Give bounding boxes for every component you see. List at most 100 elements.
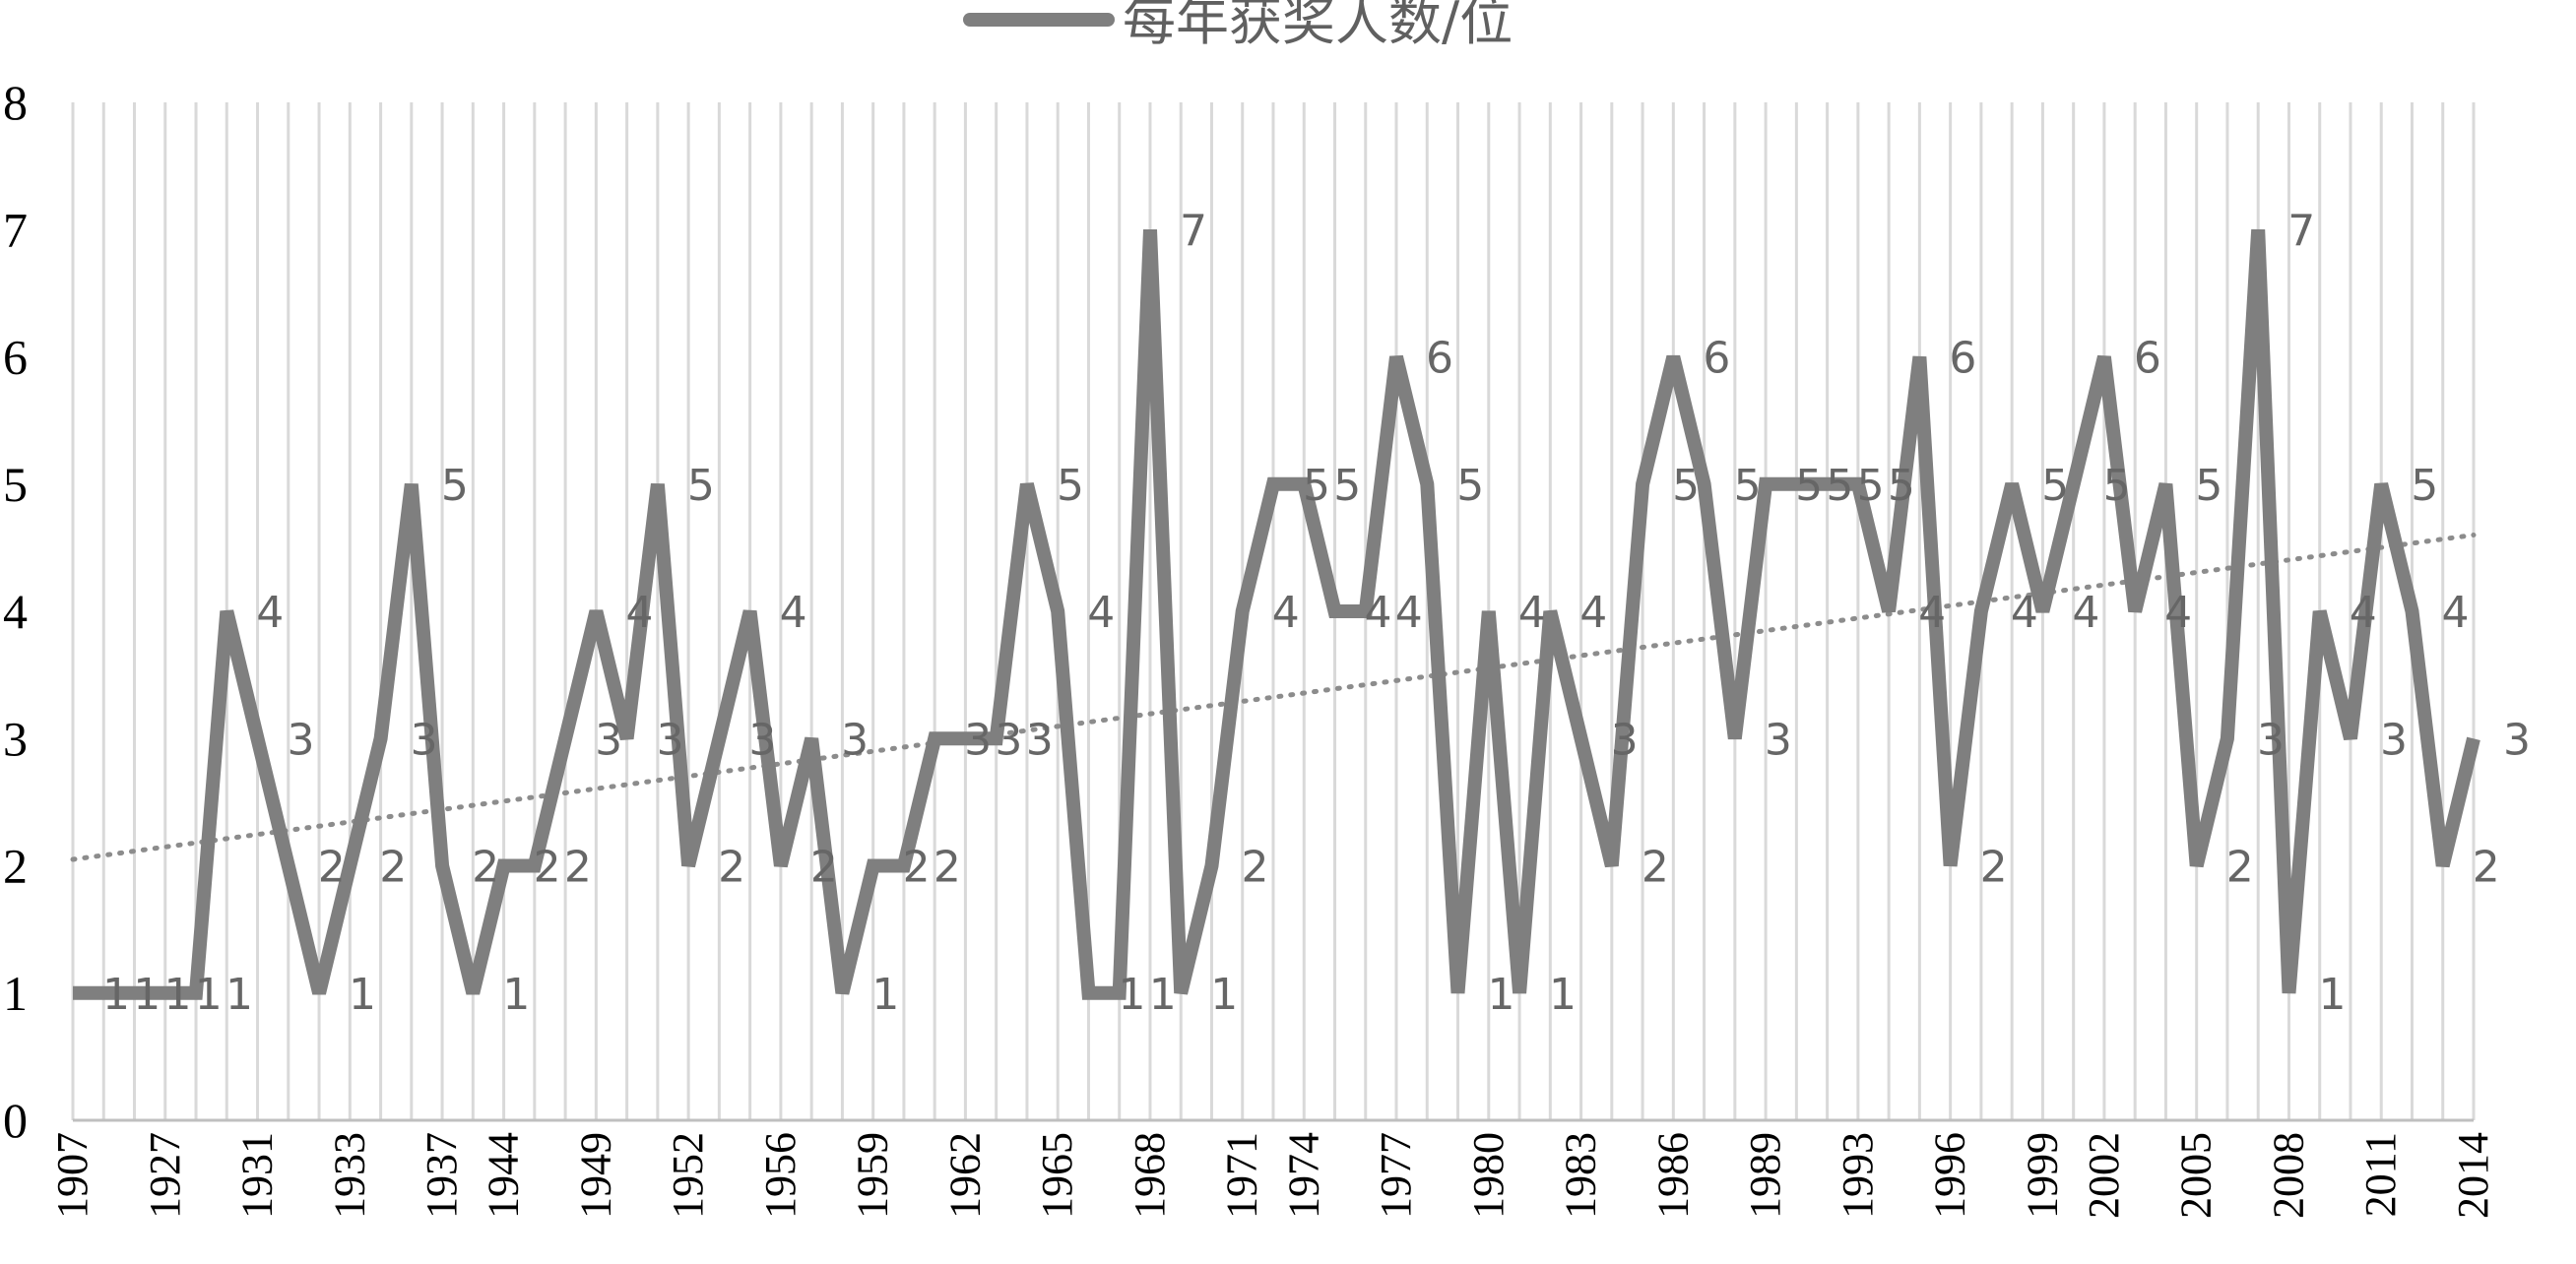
data-label: 4 (1918, 588, 1946, 638)
data-label: 1 (2318, 970, 2346, 1020)
x-tick-label: 2008 (2264, 1132, 2312, 1219)
data-label: 1 (871, 970, 899, 1020)
x-tick-label: 1977 (1372, 1132, 1420, 1219)
data-label: 5 (687, 461, 715, 511)
x-tick-label: 1927 (141, 1132, 189, 1219)
data-label: 4 (2441, 588, 2469, 638)
x-tick-label: 1949 (571, 1132, 619, 1219)
data-label: 2 (2226, 843, 2254, 893)
data-label: 1 (133, 970, 161, 1020)
x-tick-label: 1959 (849, 1132, 897, 1219)
x-tick-label: 2005 (2172, 1132, 2221, 1219)
data-label: 3 (1026, 715, 1054, 765)
y-tick-label: 4 (3, 584, 28, 639)
data-label: 5 (1734, 461, 1762, 511)
data-label: 1 (1118, 970, 1145, 1020)
data-label: 2 (472, 843, 499, 893)
y-tick-label: 0 (3, 1093, 28, 1148)
data-label: 1 (349, 970, 376, 1020)
series-line (73, 228, 2480, 1000)
data-label: 2 (2473, 843, 2500, 893)
data-label: 1 (1149, 970, 1177, 1020)
x-tick-label: 2002 (2080, 1132, 2128, 1219)
data-label: 1 (1488, 970, 1515, 1020)
data-label: 2 (718, 843, 745, 893)
data-label: 4 (256, 588, 284, 638)
data-label: 4 (1395, 588, 1423, 638)
data-label: 5 (1057, 461, 1084, 511)
x-tick-label: 2011 (2356, 1132, 2405, 1217)
x-tick-label: 1980 (1464, 1132, 1513, 1219)
data-label: 6 (1703, 334, 1730, 384)
data-label: 3 (964, 715, 992, 765)
x-tick-label: 1933 (325, 1132, 373, 1219)
data-label: 2 (934, 843, 961, 893)
y-tick-label: 1 (3, 966, 28, 1021)
data-label: 2 (903, 843, 931, 893)
data-label: 5 (1795, 461, 1823, 511)
x-tick-label: 1952 (664, 1132, 712, 1219)
data-label: 7 (2287, 206, 2315, 256)
data-label: 4 (2350, 588, 2377, 638)
data-label: 3 (748, 715, 776, 765)
data-label: 3 (2380, 715, 2408, 765)
x-tick-label: 1944 (480, 1132, 528, 1219)
data-label: 5 (1672, 461, 1700, 511)
x-tick-label: 1999 (2018, 1132, 2066, 1219)
data-label: 4 (1365, 588, 1392, 638)
data-label: 2 (534, 843, 561, 893)
data-label: 2 (564, 843, 592, 893)
data-label: 4 (625, 588, 653, 638)
data-label: 4 (2072, 588, 2099, 638)
data-label: 5 (1888, 461, 1915, 511)
x-tick-label: 1986 (1648, 1132, 1697, 1219)
data-label: 4 (1518, 588, 1546, 638)
data-label: 5 (1857, 461, 1885, 511)
data-label: 3 (2503, 715, 2531, 765)
data-label: 5 (1456, 461, 1484, 511)
x-axis-tick-labels: 1907 1927 1931 1933 1937 1944 1949 1952 1956 1959… (48, 1132, 2497, 1219)
x-tick-label: 1965 (1033, 1132, 1081, 1219)
data-label: 5 (1303, 461, 1330, 511)
data-label: 2 (1241, 843, 1268, 893)
y-tick-label: 8 (3, 75, 28, 130)
trendline-line (70, 532, 2477, 862)
data-label: 6 (1426, 334, 1453, 384)
y-tick-label: 3 (3, 711, 28, 766)
data-label: 5 (441, 461, 469, 511)
x-tick-label: 1993 (1834, 1132, 1882, 1219)
x-tick-label: 1962 (940, 1132, 989, 1219)
data-label: 4 (1272, 588, 1300, 638)
data-label: 3 (595, 715, 622, 765)
x-tick-label: 2014 (2449, 1132, 2497, 1219)
x-tick-label: 1931 (233, 1132, 282, 1219)
data-label: 4 (1579, 588, 1607, 638)
data-label: 3 (1765, 715, 1792, 765)
data-label: 4 (2164, 588, 2192, 638)
data-label: 1 (102, 970, 130, 1020)
data-label: 3 (657, 715, 684, 765)
data-label: 2 (1642, 843, 1669, 893)
data-label: 2 (379, 843, 407, 893)
data-label: 1 (195, 970, 223, 1020)
data-label: 1 (225, 970, 253, 1020)
x-tick-label: 1968 (1126, 1132, 1174, 1219)
data-label: 5 (1826, 461, 1853, 511)
data-label: 6 (2134, 334, 2161, 384)
data-label: 3 (288, 715, 315, 765)
data-label: 1 (502, 970, 530, 1020)
y-tick-label: 5 (3, 457, 28, 512)
x-tick-label: 1956 (756, 1132, 805, 1219)
data-label: 2 (1980, 843, 2008, 893)
y-tick-label: 2 (3, 839, 28, 894)
data-label: 4 (2011, 588, 2038, 638)
legend: 每年获奖人数/位 (963, 0, 1513, 52)
x-tick-label: 1937 (418, 1132, 466, 1219)
data-label: 1 (164, 970, 192, 1020)
data-label: 1 (1210, 970, 1238, 1020)
data-label: 4 (780, 588, 807, 638)
x-tick-label: 1989 (1741, 1132, 1789, 1219)
data-label: 1 (1549, 970, 1577, 1020)
